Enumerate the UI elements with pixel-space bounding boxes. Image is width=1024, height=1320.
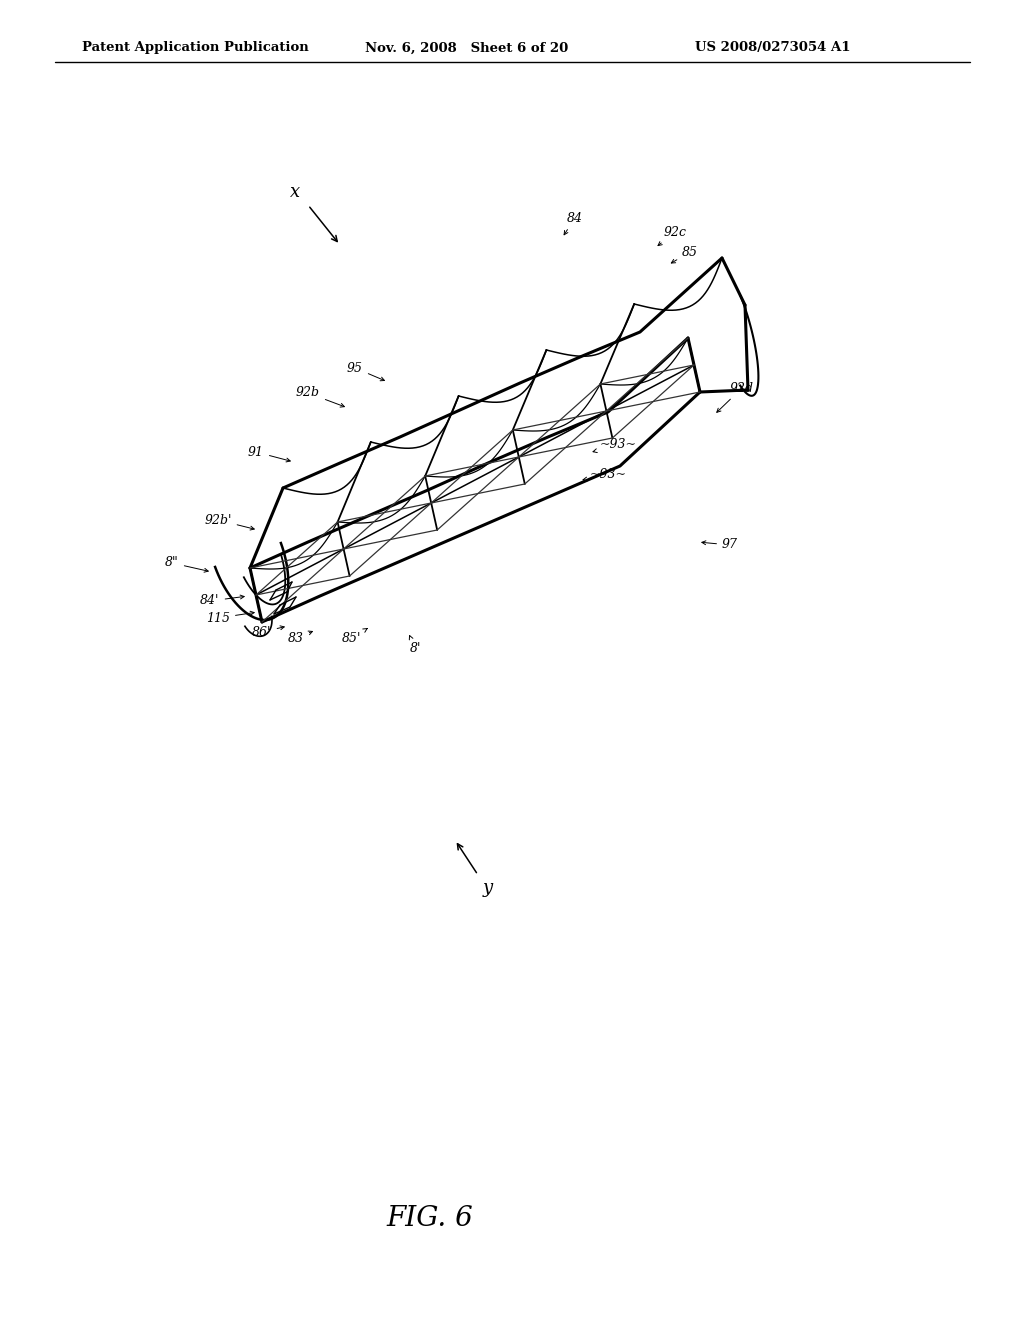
Text: 84': 84' — [201, 594, 244, 607]
Text: 84: 84 — [564, 211, 583, 235]
Text: 95: 95 — [347, 362, 384, 380]
Text: 92c: 92c — [658, 226, 686, 246]
Text: 85': 85' — [342, 628, 368, 644]
Text: 92b: 92b — [296, 387, 344, 407]
Text: Nov. 6, 2008   Sheet 6 of 20: Nov. 6, 2008 Sheet 6 of 20 — [365, 41, 568, 54]
Text: y: y — [483, 879, 494, 898]
Text: x: x — [290, 183, 300, 201]
Text: 8": 8" — [165, 557, 208, 572]
Text: 91: 91 — [248, 446, 290, 462]
Text: 86': 86' — [252, 626, 285, 639]
Text: US 2008/0273054 A1: US 2008/0273054 A1 — [695, 41, 851, 54]
Text: 8': 8' — [410, 635, 421, 655]
Text: 92d: 92d — [717, 381, 754, 412]
Text: ~93~: ~93~ — [593, 438, 637, 453]
Text: 92b': 92b' — [205, 513, 254, 531]
Text: ~93~: ~93~ — [583, 469, 627, 482]
Text: 97: 97 — [701, 539, 738, 552]
Text: 115: 115 — [206, 611, 254, 624]
Text: FIG. 6: FIG. 6 — [387, 1204, 473, 1232]
Text: Patent Application Publication: Patent Application Publication — [82, 41, 309, 54]
Text: 83: 83 — [288, 631, 312, 644]
Text: 85: 85 — [672, 246, 698, 263]
